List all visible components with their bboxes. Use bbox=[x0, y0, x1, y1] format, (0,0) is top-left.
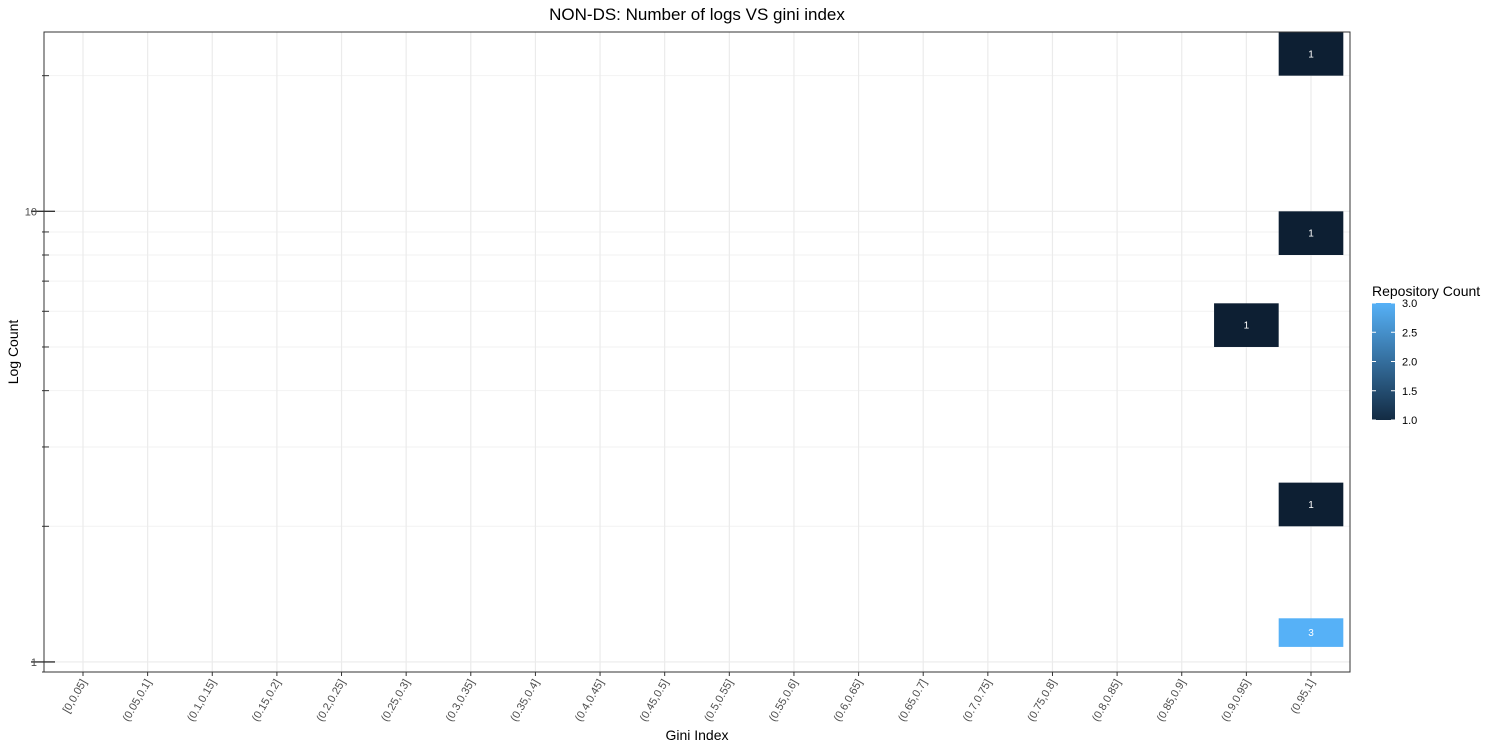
x-tick-label: (0.75,0.8] bbox=[1025, 678, 1059, 724]
cell-label: 1 bbox=[1308, 49, 1314, 60]
legend: Repository Count 1.0 1.5 2.0 2.5 3.0 bbox=[1372, 283, 1480, 427]
legend-tick-label: 1.0 bbox=[1402, 415, 1417, 427]
x-tick-label: (0.7,0.75] bbox=[961, 678, 995, 724]
cell-label: 1 bbox=[1308, 229, 1314, 240]
legend-colorbar bbox=[1372, 303, 1395, 420]
x-tick-label: (0.55,0.6] bbox=[767, 678, 801, 724]
y-axis-title: Log Count bbox=[5, 320, 21, 385]
heatmap-cell bbox=[1278, 211, 1344, 255]
heatmap-cell bbox=[1214, 303, 1279, 347]
x-tick-label: (0.5,0.55] bbox=[702, 678, 736, 724]
x-axis-title: Gini Index bbox=[665, 727, 728, 743]
grid-layer bbox=[44, 32, 1350, 673]
x-tick-label: (0.05,0.1] bbox=[121, 678, 155, 724]
heatmap-cell bbox=[1278, 32, 1344, 76]
x-tick-label: (0.35,0.4] bbox=[508, 678, 542, 724]
legend-tick-label: 2.5 bbox=[1402, 327, 1417, 339]
cells-layer: 3 1 1 1 1 bbox=[1214, 32, 1344, 647]
cell-label: 3 bbox=[1308, 628, 1314, 639]
y-tick-label: 10 bbox=[25, 206, 37, 218]
panel-border bbox=[43, 31, 1351, 673]
x-tick-label: (0.3,0.35] bbox=[444, 678, 478, 724]
heatmap-cell bbox=[1278, 618, 1344, 647]
x-tick-label: (0.95,1] bbox=[1289, 678, 1318, 716]
x-tick-label: (0.65,0.7] bbox=[896, 678, 930, 724]
x-axis: [0,0.05] (0.05,0.1] (0.1,0.15] (0.15,0.2] (0… bbox=[61, 672, 1318, 724]
heatmap-cell bbox=[1278, 482, 1344, 527]
x-tick-label: (0.85,0.9] bbox=[1155, 678, 1189, 724]
x-tick-label: (0.8,0.85] bbox=[1090, 678, 1124, 724]
chart-title: NON-DS: Number of logs VS gini index bbox=[549, 5, 845, 24]
x-tick-label: (0.2,0.25] bbox=[314, 678, 348, 724]
y-tick-label: 1 bbox=[31, 657, 37, 669]
y-axis: 1 10 bbox=[25, 75, 55, 673]
panel-background bbox=[44, 32, 1350, 672]
legend-title: Repository Count bbox=[1372, 283, 1480, 299]
x-tick-label: (0.1,0.15] bbox=[185, 678, 219, 724]
legend-tick-label: 3.0 bbox=[1402, 298, 1417, 310]
legend-tick-label: 1.5 bbox=[1402, 386, 1417, 398]
x-tick-label: (0.25,0.3] bbox=[379, 678, 413, 724]
cell-label: 1 bbox=[1308, 500, 1314, 511]
legend-tick-label: 2.0 bbox=[1402, 357, 1417, 369]
x-tick-label: (0.45,0.5] bbox=[638, 678, 672, 724]
x-tick-label: (0.9,0.95] bbox=[1219, 678, 1253, 724]
x-tick-label: [0,0.05] bbox=[61, 678, 90, 716]
x-tick-label: (0.4,0.45] bbox=[573, 678, 607, 724]
x-tick-label: (0.15,0.2] bbox=[250, 678, 284, 724]
cell-label: 1 bbox=[1244, 321, 1250, 332]
x-tick-label: (0.6,0.65] bbox=[832, 678, 866, 724]
